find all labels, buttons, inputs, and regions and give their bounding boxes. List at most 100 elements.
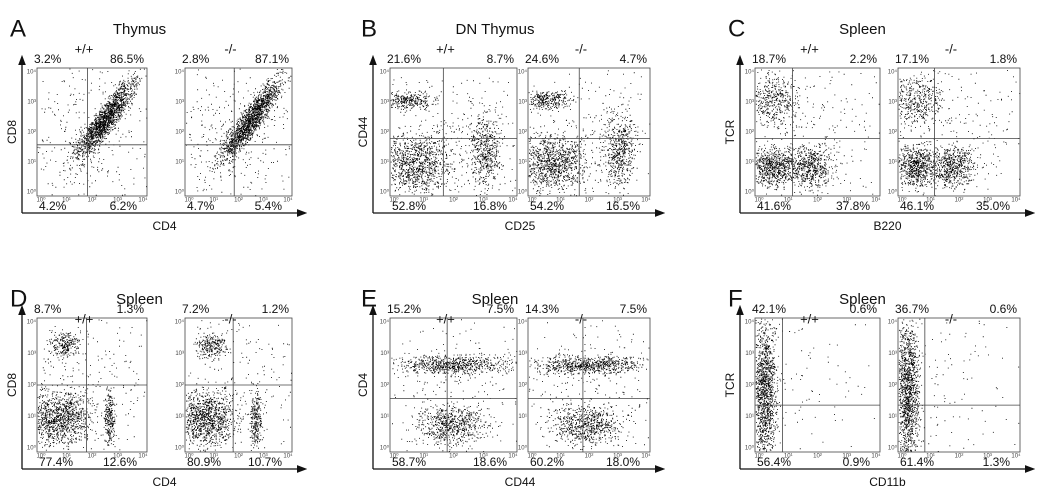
- y-tick-label: 10²: [380, 383, 389, 389]
- y-tick-label: 10⁴: [888, 319, 898, 326]
- y-tick-label: 10³: [518, 351, 527, 357]
- quadrant-percent: 18.0%: [606, 455, 640, 469]
- y-tick-label: 10⁴: [745, 69, 755, 76]
- panel-letter: A: [10, 15, 26, 42]
- quadrant-percent: 17.1%: [895, 52, 929, 66]
- quadrant-percent: 16.8%: [473, 199, 507, 213]
- dot-cloud: [898, 70, 1021, 196]
- dot-cloud: [528, 320, 650, 450]
- x-tick-label: 10³: [259, 454, 268, 460]
- x-tick-label: 10³: [842, 454, 851, 460]
- x-tick-label: 10⁰: [36, 453, 46, 460]
- x-tick-label: 10⁰: [897, 453, 907, 460]
- panel-title: Spleen: [839, 291, 886, 308]
- x-tick-label: 10²: [88, 198, 97, 204]
- x-tick-label: 10⁴: [1011, 453, 1021, 460]
- y-tick-label: 10⁴: [27, 319, 37, 326]
- y-tick-label: 10³: [745, 100, 754, 106]
- plot-frame: [754, 317, 881, 453]
- quadrant-percent: 18.6%: [473, 455, 507, 469]
- quadrant-percent: 8.7%: [34, 302, 62, 316]
- x-tick-label: 10⁰: [897, 197, 907, 204]
- dot-cloud: [185, 320, 292, 452]
- quadrant-percent: 37.8%: [836, 199, 870, 213]
- panel-letter: E: [361, 285, 377, 312]
- genotype: +/+: [800, 41, 819, 56]
- y-tick-label: 10⁰: [745, 189, 755, 196]
- y-tick-label: 10²: [27, 383, 36, 389]
- quadrant-percent: 7.2%: [182, 302, 210, 316]
- dot-cloud: [186, 68, 292, 197]
- y-tick-label: 10¹: [518, 414, 527, 420]
- y-tick-label: 10¹: [888, 414, 897, 420]
- y-tick-label: 10²: [745, 383, 754, 389]
- y-tick-label: 10³: [888, 351, 897, 357]
- y-tick-label: 10⁴: [175, 319, 185, 326]
- y-axis-label: CD44: [356, 116, 370, 147]
- quadrant-percent: 0.6%: [990, 302, 1018, 316]
- x-tick-label: 10³: [113, 454, 122, 460]
- y-tick-label: 10⁴: [27, 69, 37, 76]
- y-tick-label: 10⁰: [27, 445, 37, 452]
- quadrant-percent: 46.1%: [900, 199, 934, 213]
- dot-cloud: [391, 319, 518, 452]
- y-tick-label: 10⁴: [175, 69, 185, 76]
- x-tick-label: 10³: [113, 198, 122, 204]
- y-tick-label: 10¹: [380, 160, 389, 166]
- quadrant-percent: 21.6%: [387, 52, 421, 66]
- y-tick-label: 10⁰: [888, 445, 898, 452]
- dot-cloud: [528, 70, 651, 197]
- y-tick-label: 10²: [27, 130, 36, 136]
- plot-frame: [389, 67, 518, 197]
- x-tick-label: 10⁰: [527, 197, 537, 204]
- x-tick-label: 10⁴: [871, 453, 881, 460]
- y-tick-label: 10¹: [888, 160, 897, 166]
- y-tick-label: 10⁰: [27, 189, 37, 196]
- quadrant-percent: 4.7%: [620, 52, 648, 66]
- x-tick-label: 10¹: [926, 454, 935, 460]
- quadrant-percent: 14.3%: [525, 302, 559, 316]
- y-tick-label: 10¹: [745, 414, 754, 420]
- quadrant-percent: 54.2%: [530, 199, 564, 213]
- quadrant-percent: 60.2%: [530, 455, 564, 469]
- genotype: -/-: [945, 311, 957, 326]
- y-axis-label: CD4: [356, 373, 370, 397]
- y-tick-label: 10⁰: [175, 445, 185, 452]
- x-tick-label: 10²: [813, 454, 822, 460]
- quadrant-percent: 16.5%: [606, 199, 640, 213]
- y-tick-label: 10³: [745, 351, 754, 357]
- plot-frame: [184, 67, 293, 197]
- genotype: +/+: [800, 311, 819, 326]
- quadrant-percent: 7.5%: [620, 302, 648, 316]
- quadrant-percent: 0.9%: [843, 455, 871, 469]
- y-tick-label: 10²: [380, 130, 389, 136]
- quadrant-percent: 86.5%: [110, 52, 144, 66]
- x-tick-label: 10⁴: [138, 197, 148, 204]
- x-tick-label: 10¹: [419, 198, 428, 204]
- plot-frame: [527, 317, 651, 453]
- panel-letter: F: [728, 285, 743, 312]
- y-tick-label: 10³: [175, 100, 184, 106]
- y-tick-label: 10⁰: [745, 445, 755, 452]
- y-tick-label: 10²: [745, 130, 754, 136]
- quadrant-percent: 12.6%: [103, 455, 137, 469]
- dot-cloud: [755, 318, 875, 452]
- y-tick-label: 10²: [175, 130, 184, 136]
- panel-letter: D: [10, 285, 27, 312]
- x-tick-label: 10¹: [209, 198, 218, 204]
- x-tick-label: 10³: [613, 198, 622, 204]
- quadrant-percent: 1.8%: [990, 52, 1018, 66]
- quadrant-percent: 24.6%: [525, 52, 559, 66]
- panel-title: Spleen: [116, 291, 163, 308]
- x-tick-label: 10⁰: [527, 453, 537, 460]
- y-tick-label: 10⁰: [888, 189, 898, 196]
- y-tick-label: 10⁰: [518, 445, 528, 452]
- x-tick-label: 10¹: [62, 454, 71, 460]
- quadrant-percent: 7.5%: [487, 302, 515, 316]
- quadrant-percent: 1.2%: [262, 302, 290, 316]
- y-tick-label: 10²: [888, 130, 897, 136]
- panel-title: Spleen: [839, 21, 886, 38]
- genotype: -/-: [945, 41, 957, 56]
- x-axis-label: CD4: [152, 475, 176, 489]
